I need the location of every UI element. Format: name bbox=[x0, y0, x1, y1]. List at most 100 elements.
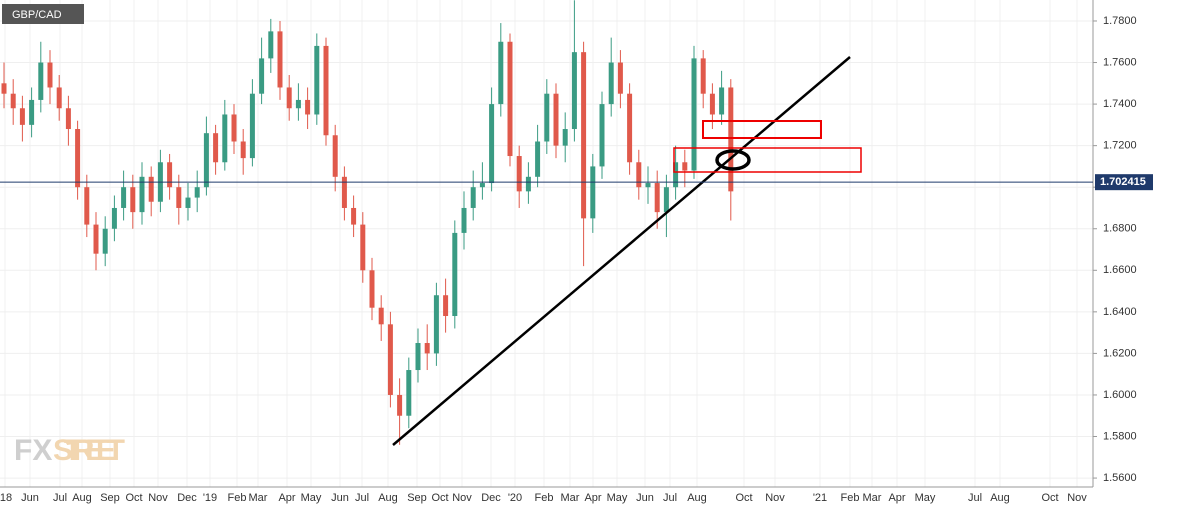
candle-body bbox=[65, 108, 71, 130]
candle-body bbox=[617, 62, 623, 94]
x-tick-label: Jul bbox=[53, 492, 67, 504]
candle-body bbox=[599, 104, 605, 167]
x-tick-label: Jun bbox=[21, 492, 39, 504]
x-tick-label: Feb bbox=[228, 492, 247, 504]
candle-body bbox=[93, 224, 99, 254]
candle-body bbox=[498, 41, 504, 105]
x-tick-label: Nov bbox=[1067, 492, 1087, 504]
candle-body bbox=[1, 83, 7, 94]
candle-body bbox=[47, 62, 53, 88]
resistance-box bbox=[673, 147, 862, 173]
x-tick-label: Aug bbox=[687, 492, 707, 504]
candle-body bbox=[84, 187, 90, 225]
x-tick-label: Jul bbox=[968, 492, 982, 504]
x-tick-label: Oct bbox=[735, 492, 752, 504]
candle-body bbox=[682, 162, 688, 171]
x-tick-label: Apr bbox=[584, 492, 601, 504]
y-tick-label: 1.6000 bbox=[1103, 389, 1137, 401]
candle-body bbox=[369, 270, 375, 308]
logo-fx: FX bbox=[14, 434, 52, 467]
candle-body bbox=[691, 58, 697, 171]
candle-body bbox=[277, 31, 283, 88]
y-tick-label: 1.6800 bbox=[1103, 223, 1137, 235]
last-price-label: 1.702415 bbox=[1100, 176, 1146, 188]
candle-body bbox=[38, 62, 44, 100]
x-tick-label: Apr bbox=[278, 492, 295, 504]
candle-body bbox=[645, 183, 651, 188]
candle-body bbox=[608, 62, 614, 105]
candle-body bbox=[433, 295, 439, 354]
x-tick-label: Oct bbox=[1041, 492, 1058, 504]
candle-body bbox=[719, 87, 725, 115]
x-tick-label: Jun bbox=[331, 492, 349, 504]
y-tick-label: 1.5600 bbox=[1103, 472, 1137, 484]
x-tick-label: Feb bbox=[535, 492, 554, 504]
candle-body bbox=[479, 183, 485, 188]
candle-body bbox=[351, 207, 357, 225]
candle-body bbox=[185, 197, 191, 208]
x-tick-label: Oct bbox=[125, 492, 142, 504]
y-tick-label: 1.7200 bbox=[1103, 140, 1137, 152]
candle-body bbox=[240, 141, 246, 159]
y-tick-label: 1.7400 bbox=[1103, 98, 1137, 110]
candle-body bbox=[111, 207, 117, 229]
x-tick-label: May bbox=[301, 492, 322, 504]
candle-body bbox=[249, 93, 255, 159]
candle-body bbox=[424, 343, 430, 354]
candle-body bbox=[231, 114, 237, 142]
candle-body bbox=[139, 176, 145, 213]
candle-body bbox=[700, 58, 706, 94]
candle-body bbox=[56, 87, 62, 109]
x-tick-label: Aug bbox=[378, 492, 398, 504]
candle-body bbox=[663, 187, 669, 213]
candle-body bbox=[387, 324, 393, 395]
x-tick-label: Jul bbox=[663, 492, 677, 504]
candle-body bbox=[544, 93, 550, 142]
x-tick-label: May bbox=[607, 492, 628, 504]
candle-body bbox=[29, 99, 35, 125]
x-tick-label: Dec bbox=[481, 492, 501, 504]
y-tick-label: 1.6200 bbox=[1103, 347, 1137, 359]
candle-body bbox=[397, 394, 403, 416]
candle-body bbox=[571, 52, 577, 130]
candle-body bbox=[295, 99, 301, 109]
candle-body bbox=[461, 207, 467, 233]
x-tick-label: Oct bbox=[431, 492, 448, 504]
x-tick-label: '18 bbox=[0, 492, 12, 504]
candle-body bbox=[535, 141, 541, 177]
candle-body bbox=[130, 187, 136, 213]
resistance-box bbox=[702, 120, 822, 139]
candle-body bbox=[443, 295, 449, 317]
x-tick-label: May bbox=[915, 492, 936, 504]
candle-body bbox=[452, 232, 458, 317]
candle-body bbox=[636, 162, 642, 188]
candle-body bbox=[516, 156, 522, 192]
logo-street: STREET bbox=[53, 434, 125, 467]
candle-body bbox=[167, 162, 173, 188]
y-tick-label: 1.6600 bbox=[1103, 264, 1137, 276]
candle-body bbox=[194, 187, 200, 198]
candle-body bbox=[121, 187, 127, 208]
candle-body bbox=[203, 133, 209, 188]
y-tick-label: 1.5800 bbox=[1103, 430, 1137, 442]
x-tick-label: Jul bbox=[355, 492, 369, 504]
candle-body bbox=[627, 93, 633, 163]
x-tick-label: Feb bbox=[841, 492, 860, 504]
x-tick-label: Nov bbox=[452, 492, 472, 504]
x-tick-label: '21 bbox=[813, 492, 827, 504]
candle-body bbox=[148, 176, 154, 202]
x-tick-label: Mar bbox=[863, 492, 882, 504]
candle-body bbox=[323, 45, 329, 136]
candle-body bbox=[406, 370, 412, 416]
chart-title: GBP/CAD bbox=[12, 9, 62, 21]
candle-body bbox=[590, 166, 596, 219]
candle-body bbox=[709, 93, 715, 115]
candle-body bbox=[259, 58, 265, 94]
y-tick-label: 1.6400 bbox=[1103, 306, 1137, 318]
candle-body bbox=[728, 87, 734, 192]
candle-body bbox=[10, 93, 16, 109]
candle-body bbox=[286, 87, 292, 109]
candle-body bbox=[176, 187, 182, 208]
